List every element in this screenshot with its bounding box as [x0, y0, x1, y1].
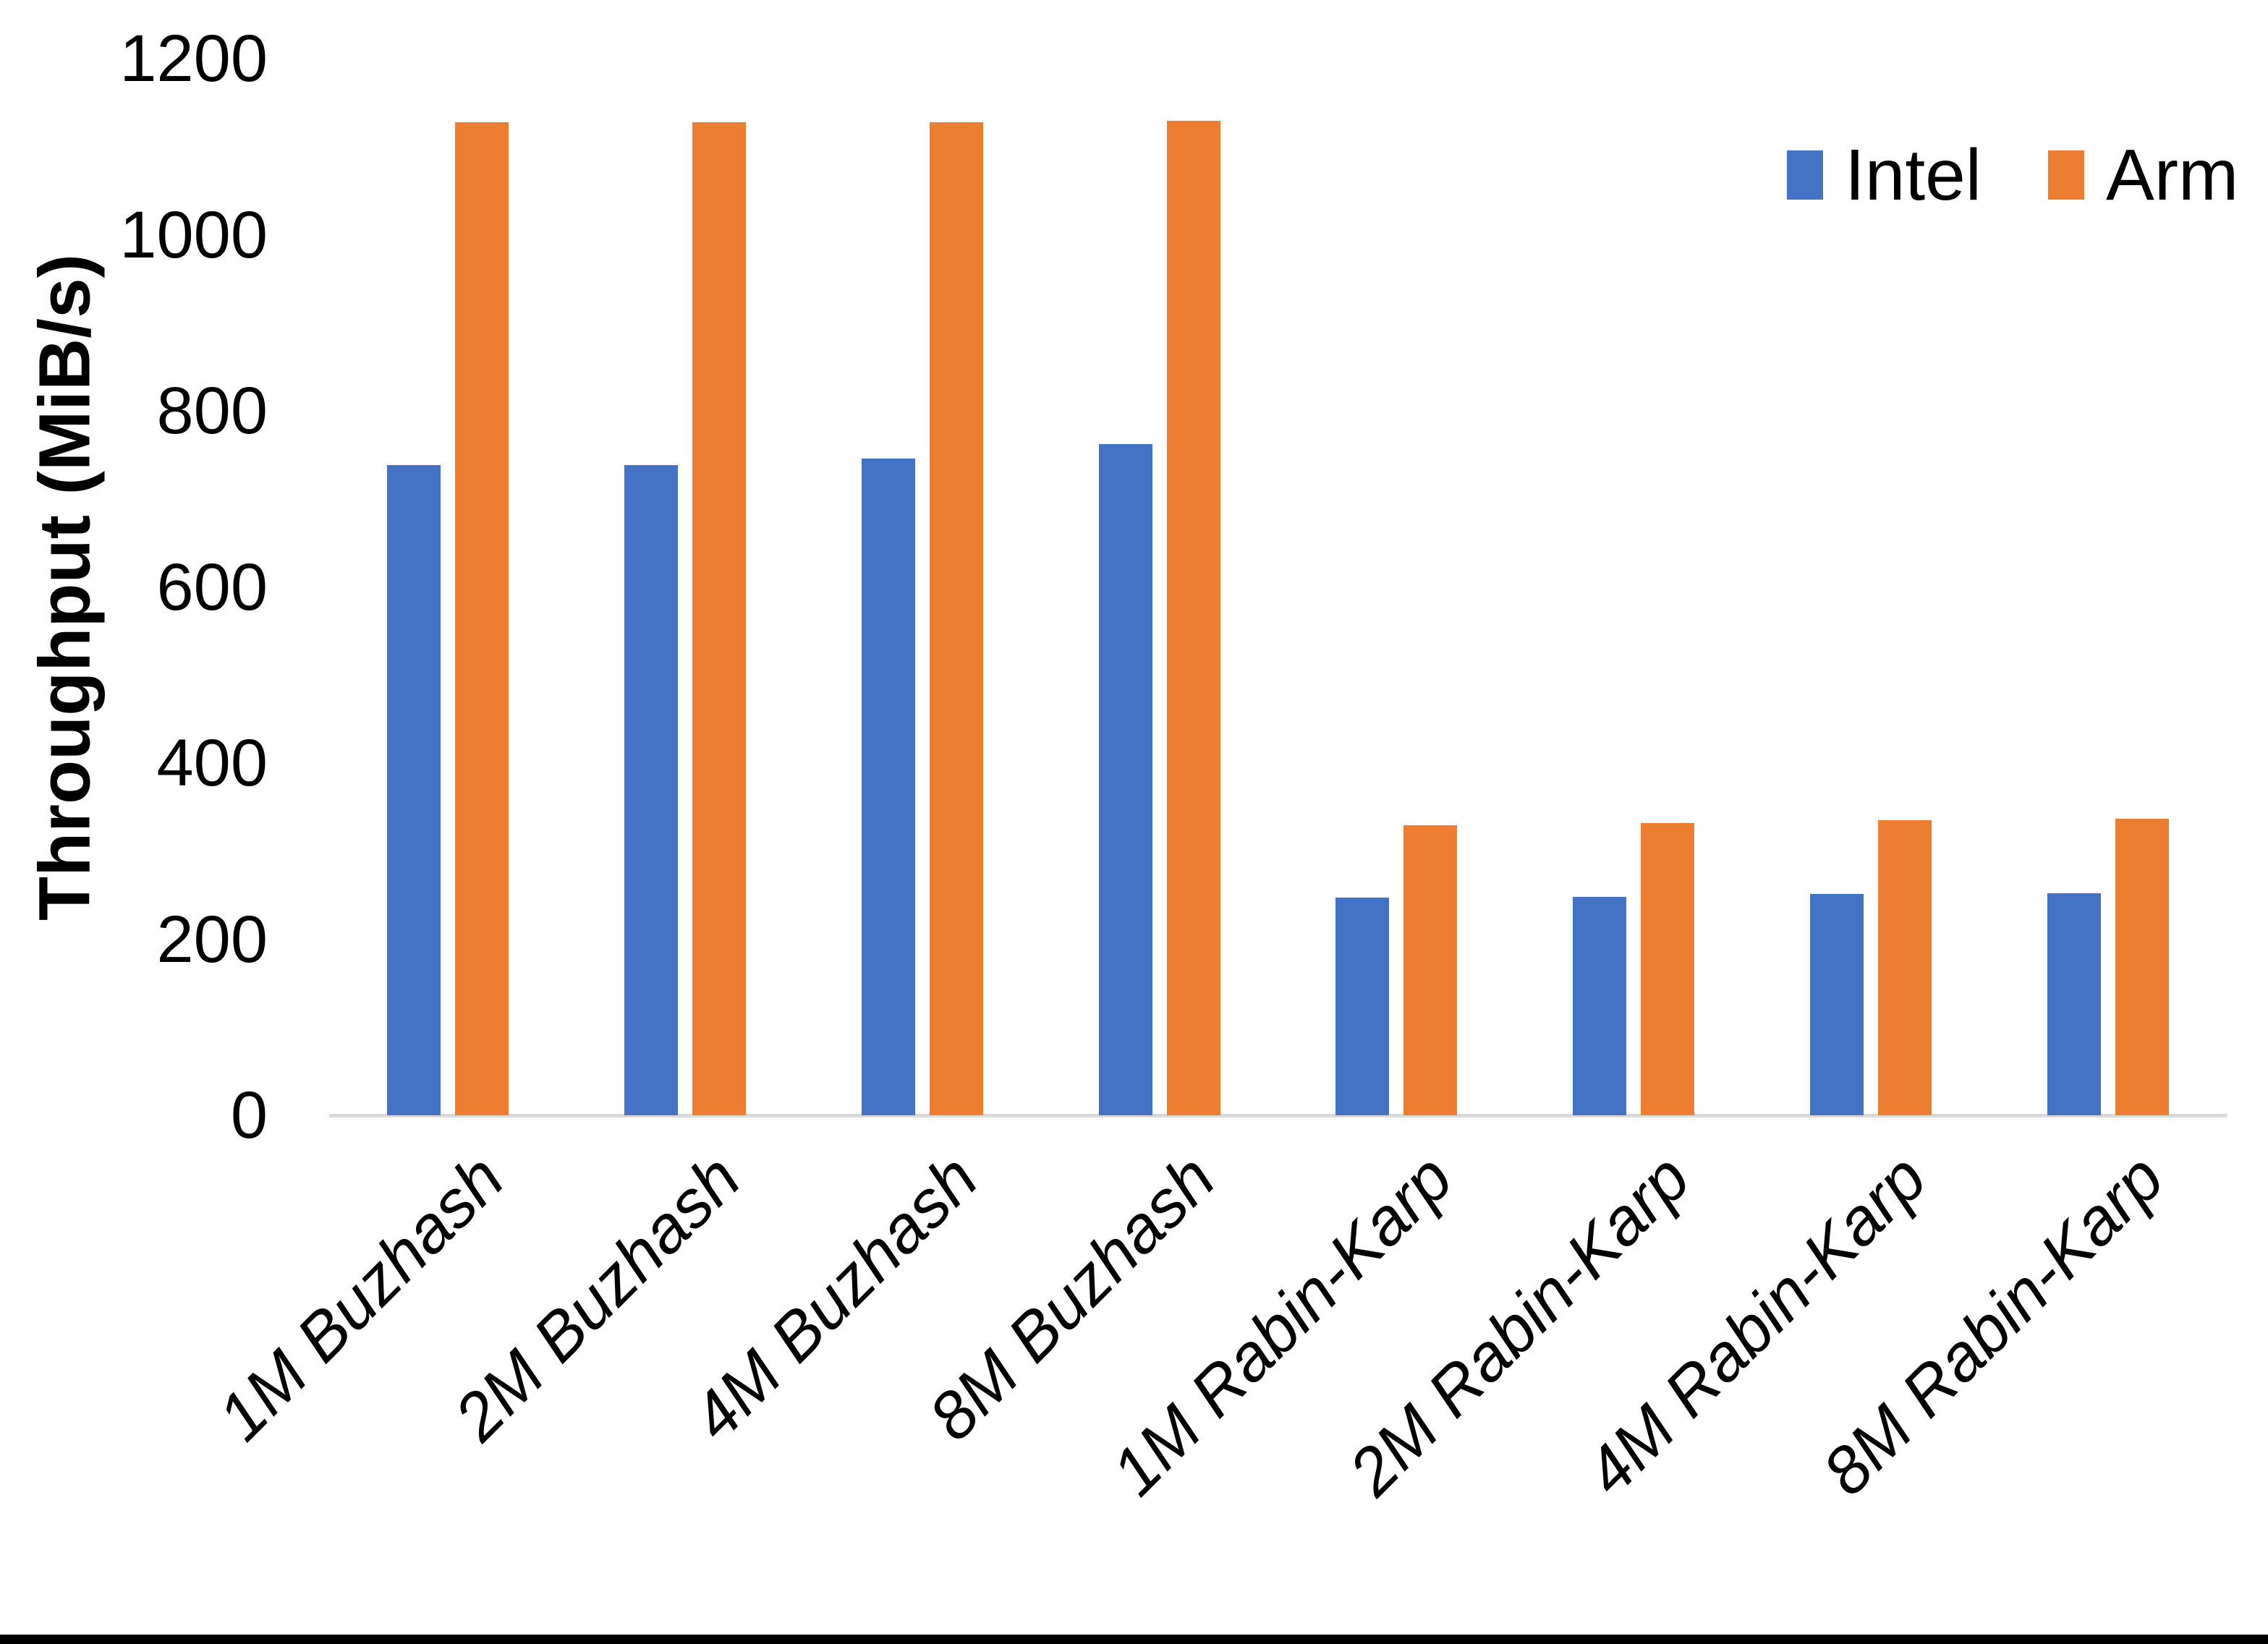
bar-arm-4m-buzhash	[929, 122, 983, 1115]
y-tick-label-0: 0	[230, 1078, 268, 1152]
bar-intel-8m-buzhash	[1098, 444, 1152, 1115]
bar-arm-4m-rabin-karp	[1878, 820, 1932, 1115]
bar-arm-8m-buzhash	[1166, 121, 1220, 1115]
bar-intel-1m-rabin-karp	[1335, 898, 1390, 1115]
y-tick-label-600: 600	[156, 550, 268, 624]
y-tick-label-1200: 1200	[119, 22, 268, 95]
y-tick-label-1000: 1000	[119, 197, 268, 272]
legend-swatch-arm	[2048, 150, 2085, 200]
bottom-border	[0, 1635, 2268, 1644]
legend-swatch-intel	[1787, 150, 1823, 200]
bar-arm-2m-buzhash	[692, 122, 746, 1115]
legend-item-intel: Intel	[1787, 139, 1982, 211]
bar-intel-2m-rabin-karp	[1573, 897, 1627, 1115]
bar-intel-1m-buzhash	[386, 465, 441, 1115]
bar-arm-1m-buzhash	[454, 122, 509, 1115]
y-tick-label-200: 200	[156, 902, 268, 976]
bar-arm-8m-rabin-karp	[2115, 818, 2170, 1115]
legend: Intel Arm	[1787, 139, 2238, 211]
x-axis-line	[329, 1114, 2227, 1117]
legend-item-arm: Arm	[2048, 139, 2238, 211]
bar-intel-4m-rabin-karp	[1810, 894, 1864, 1115]
bar-arm-2m-rabin-karp	[1641, 822, 1695, 1115]
y-tick-label-800: 800	[156, 374, 268, 448]
bar-intel-4m-buzhash	[861, 458, 915, 1115]
legend-label-arm: Arm	[2106, 135, 2239, 216]
legend-label-intel: Intel	[1845, 135, 1982, 216]
bar-intel-2m-buzhash	[624, 465, 678, 1115]
y-tick-label-400: 400	[156, 726, 268, 800]
bar-intel-8m-rabin-karp	[2047, 893, 2102, 1115]
bar-arm-1m-rabin-karp	[1403, 825, 1458, 1115]
